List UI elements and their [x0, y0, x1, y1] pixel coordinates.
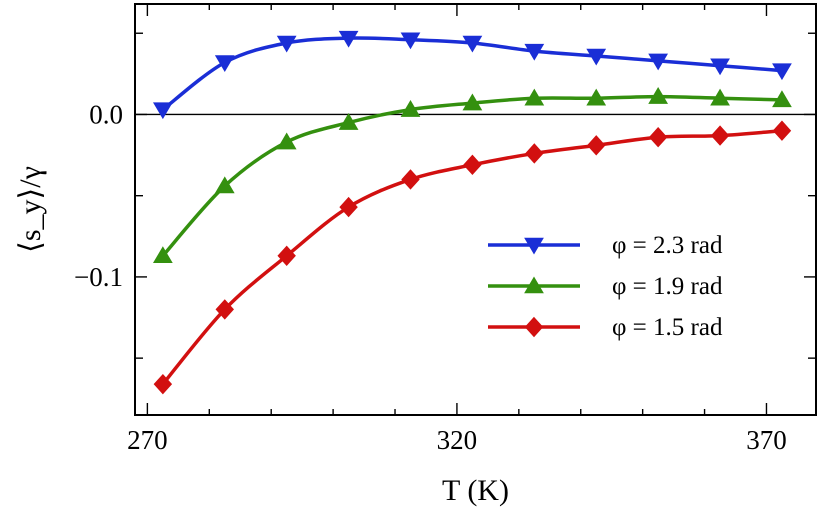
- data-point: [586, 88, 607, 106]
- legend-label: φ = 1.9 rad: [612, 273, 723, 300]
- x-tick-label: 270: [127, 425, 168, 455]
- legend-marker: [524, 316, 544, 338]
- data-point: [153, 373, 173, 395]
- data-point: [152, 246, 173, 264]
- y-axis-title: ⟨s_y⟩/γ: [14, 166, 47, 253]
- legend-label: φ = 1.5 rad: [612, 314, 723, 341]
- series-3: [153, 120, 792, 395]
- series-1: [152, 30, 792, 120]
- y-tick-label: −0.1: [74, 262, 123, 292]
- data-point: [772, 90, 792, 108]
- data-point: [214, 55, 235, 73]
- data-point: [463, 154, 482, 176]
- data-point: [338, 113, 359, 130]
- data-point: [772, 63, 792, 81]
- data-point: [152, 102, 173, 120]
- data-point: [276, 132, 297, 150]
- data-point: [525, 143, 544, 164]
- series-line: [161, 128, 783, 386]
- legend-marker: [524, 276, 544, 294]
- y-tick-label: 0.0: [89, 99, 123, 129]
- data-point: [772, 120, 792, 141]
- data-point: [215, 299, 234, 320]
- data-point: [462, 35, 483, 53]
- legend-label: φ = 2.3 rad: [612, 232, 723, 259]
- legend: φ = 2.3 rad φ = 1.9 rad φ = 1.5 rad: [488, 232, 723, 341]
- axes-frame: [134, 3, 817, 416]
- plot-area: [134, 3, 817, 416]
- data-point: [524, 43, 545, 61]
- data-point: [339, 196, 358, 218]
- data-point: [462, 93, 483, 111]
- series-layer: [152, 30, 792, 395]
- data-point: [710, 58, 730, 76]
- data-point: [277, 245, 296, 266]
- series-line: [161, 94, 782, 257]
- data-point: [214, 176, 235, 194]
- data-point: [648, 87, 669, 104]
- data-point: [648, 127, 668, 148]
- data-point: [400, 100, 421, 117]
- data-point: [648, 53, 669, 71]
- data-point: [400, 32, 421, 50]
- x-axis-title: T (K): [442, 474, 509, 507]
- data-point: [276, 35, 297, 53]
- x-tick-label: 370: [746, 425, 787, 455]
- legend-marker: [524, 237, 544, 255]
- data-point: [710, 125, 730, 146]
- data-point: [524, 88, 545, 106]
- data-point: [401, 169, 420, 190]
- series-2: [152, 87, 792, 264]
- data-point: [710, 88, 730, 106]
- data-point: [338, 30, 359, 48]
- tick-labels: 270 320 370 0.0 −0.1: [74, 99, 787, 455]
- data-point: [586, 48, 607, 66]
- data-point: [586, 135, 606, 156]
- x-tick-label: 320: [437, 425, 478, 455]
